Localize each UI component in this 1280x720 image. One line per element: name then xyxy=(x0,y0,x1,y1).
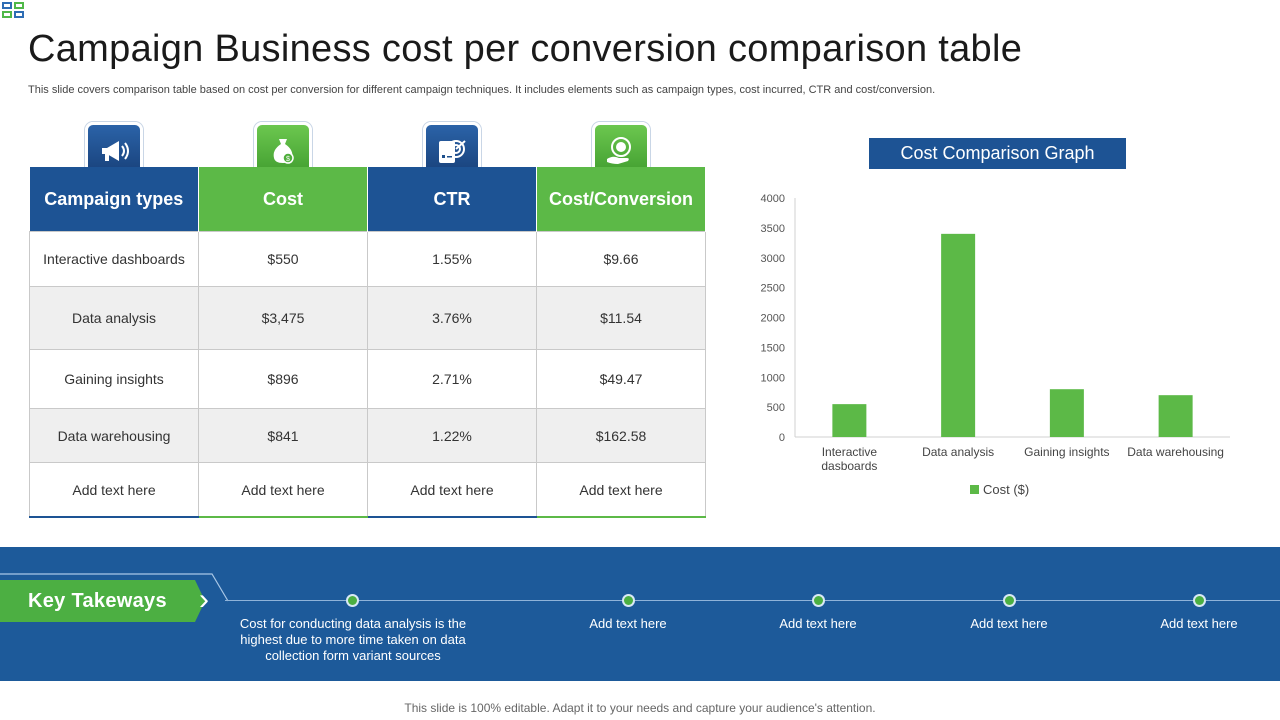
table-cell: Gaining insights xyxy=(29,349,199,409)
timeline-dot xyxy=(348,596,357,605)
table-row: Add text here Add text here Add text her… xyxy=(29,462,706,518)
table-cell: 2.71% xyxy=(367,349,537,409)
y-tick-label: 1000 xyxy=(761,372,785,384)
table-cell: $11.54 xyxy=(536,286,706,350)
table-cell: $841 xyxy=(198,408,368,463)
header-ctr: CTR xyxy=(367,167,537,232)
table-cell: 1.55% xyxy=(367,231,537,287)
table-cell: Add text here xyxy=(198,462,368,518)
table-cell: Add text here xyxy=(536,462,706,518)
x-tick-label: dasboards xyxy=(821,459,877,473)
table-cell: Interactive dashboards xyxy=(29,231,199,287)
legend-swatch xyxy=(970,485,979,494)
table-cell: $49.47 xyxy=(536,349,706,409)
y-tick-label: 4000 xyxy=(761,193,785,205)
table-cell: $9.66 xyxy=(536,231,706,287)
header-cost: Cost xyxy=(198,167,368,232)
table-row: Data warehousing $841 1.22% $162.58 xyxy=(29,408,706,463)
key-takeaways-band: Key Takeways › Cost for conducting data … xyxy=(0,547,1280,681)
bar xyxy=(1158,395,1193,437)
header-cost-conversion: Cost/Conversion xyxy=(536,167,706,232)
header-campaign-types: Campaign types xyxy=(29,167,199,232)
takeaway-text: Add text here xyxy=(589,616,667,631)
y-tick-label: 3000 xyxy=(761,253,785,265)
takeaway-text: Add text here xyxy=(1160,616,1238,631)
timeline-line xyxy=(225,600,1280,601)
cost-comparison-chart: 0 500 1000 1500 2000 2500 3000 3500 4000 Interact… xyxy=(761,193,1230,497)
footer-note: This slide is 100% editable. Adapt it to… xyxy=(404,701,876,715)
y-tick-label: 2500 xyxy=(761,283,785,295)
y-tick-label: 2000 xyxy=(761,313,785,325)
table-cell: Data warehousing xyxy=(29,408,199,463)
table-cell: Add text here xyxy=(367,462,537,518)
table-cell: 3.76% xyxy=(367,286,537,350)
x-tick-label: Gaining insights xyxy=(1024,445,1109,459)
page-subtitle: This slide covers comparison table based… xyxy=(28,84,936,96)
timeline-dot xyxy=(1005,596,1014,605)
corner-logo xyxy=(2,2,28,20)
key-takeaways-outline xyxy=(0,573,229,602)
table-cell: 1.22% xyxy=(367,408,537,463)
takeaway-text: Add text here xyxy=(779,616,857,631)
table-row: Data analysis $3,475 3.76% $11.54 xyxy=(29,286,706,350)
chevron-right-icon: › xyxy=(199,583,209,616)
x-tick-label: Data analysis xyxy=(922,445,994,459)
chart-title: Cost Comparison Graph xyxy=(869,138,1126,169)
timeline-dot xyxy=(814,596,823,605)
timeline-dot xyxy=(624,596,633,605)
x-tick-label: Data warehousing xyxy=(1127,445,1224,459)
table-cell: $896 xyxy=(198,349,368,409)
y-tick-label: 500 xyxy=(767,402,785,414)
legend-label: Cost ($) xyxy=(983,482,1029,497)
page-title: Campaign Business cost per conversion co… xyxy=(28,28,1023,70)
table-cell: Add text here xyxy=(29,462,199,518)
table-row: Interactive dashboards $550 1.55% $9.66 xyxy=(29,231,706,287)
table-row: Gaining insights $896 2.71% $49.47 xyxy=(29,349,706,409)
bar xyxy=(941,233,976,437)
table-cell: $162.58 xyxy=(536,408,706,463)
timeline-dot xyxy=(1195,596,1204,605)
bar xyxy=(832,404,867,437)
y-tick-label: 3500 xyxy=(761,223,785,235)
bar xyxy=(1049,389,1084,437)
table-cell: Data analysis xyxy=(29,286,199,350)
y-tick-label: 0 xyxy=(779,432,785,444)
x-tick-label: Interactive xyxy=(822,445,878,459)
svg-text:$: $ xyxy=(286,156,290,163)
takeaway-text: Cost for conducting data analysis is the… xyxy=(239,616,467,663)
comparison-table: Campaign types Cost CTR Cost/Conversion … xyxy=(29,167,706,518)
key-takeaways-label: Key Takeways xyxy=(0,580,205,622)
takeaway-text: Add text here xyxy=(970,616,1048,631)
y-tick-label: 1500 xyxy=(761,342,785,354)
table-cell: $3,475 xyxy=(198,286,368,350)
table-cell: $550 xyxy=(198,231,368,287)
